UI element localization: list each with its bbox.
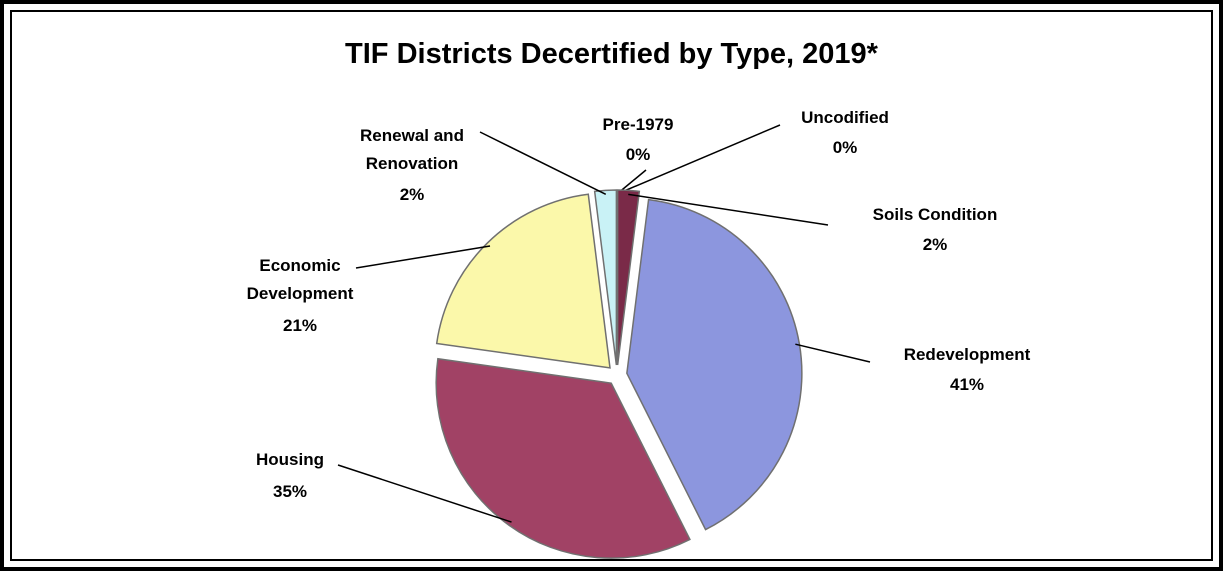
leader-line <box>616 124 781 195</box>
leader-line <box>479 131 607 196</box>
slice-value-label: 35% <box>272 482 308 501</box>
inner-frame <box>10 10 1213 561</box>
leader-line <box>337 464 512 523</box>
slice-label: Soils Condition <box>872 205 998 224</box>
slice-value-label: 0% <box>625 145 651 164</box>
pie-slice <box>616 189 641 366</box>
slice-label: Renewal and Renovation <box>360 126 464 173</box>
leader-line <box>628 193 829 226</box>
pie-slice <box>626 198 803 531</box>
slice-label: Uncodified <box>801 108 889 127</box>
slice-value-label: 0% <box>832 138 858 157</box>
leader-line <box>355 245 491 269</box>
pie-slice <box>435 357 691 559</box>
slice-value-label: 2% <box>922 235 948 254</box>
slice-label: Pre-1979 <box>602 115 674 134</box>
slice-value-label: 21% <box>282 316 318 335</box>
chart-title: TIF Districts Decertified by Type, 2019* <box>345 38 878 70</box>
slice-label: Housing <box>256 450 324 469</box>
pie-slice <box>593 189 618 366</box>
slice-label: Economic Development <box>246 256 354 303</box>
slice-label: Redevelopment <box>903 345 1031 364</box>
slice-value-label: 2% <box>399 185 425 204</box>
slice-value-label: 41% <box>949 375 985 394</box>
pie-slice <box>435 193 611 369</box>
leader-line <box>795 343 871 363</box>
